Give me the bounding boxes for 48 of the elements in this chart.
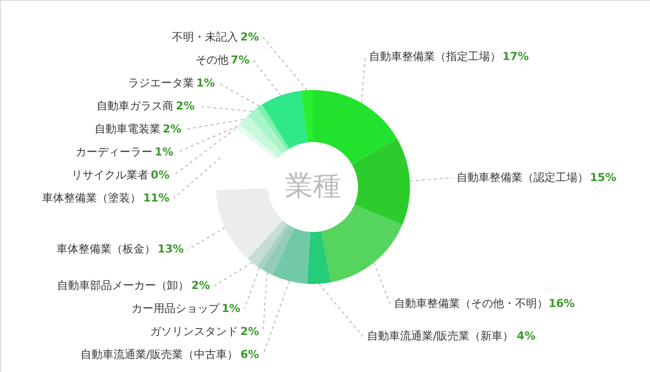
data-label: 2% <box>162 122 182 136</box>
slice-label: その他 <box>195 53 228 66</box>
data-label: 1% <box>222 302 240 315</box>
donut-slice <box>262 90 308 149</box>
category-label: リサイクル業者 <box>71 168 148 182</box>
slice-label: カーディーラー <box>75 145 152 158</box>
text: 業種 <box>285 169 341 202</box>
slice-label: 自動車流通業/販売業（中古車） <box>80 348 238 361</box>
data-label: 2% <box>240 325 259 338</box>
donut-slice <box>216 188 283 259</box>
donut-slice <box>321 204 402 282</box>
donut-slice <box>236 124 279 160</box>
donut-slice <box>262 225 294 276</box>
slice-label: ガソリンスタンド <box>150 325 238 338</box>
donut-slice <box>307 231 331 284</box>
slice-label: 不明・未記入 <box>172 30 238 44</box>
slice-label: 自動車ガラス商 <box>96 99 174 112</box>
donut-slice <box>272 228 310 284</box>
data-label: 2% <box>176 99 195 112</box>
donut-slice <box>248 108 287 154</box>
data-label: 2% <box>191 279 210 292</box>
slice-label: 自動車部品メーカー（卸） <box>57 279 190 292</box>
donut-slice <box>248 220 287 266</box>
slice-label: 自動車整備業（その他・不明） <box>394 296 548 310</box>
data-label: 13% <box>157 242 184 256</box>
data-label: 1% <box>154 145 174 158</box>
data-label: 1% <box>196 76 215 90</box>
data-label: 11% <box>143 191 170 204</box>
slice-label: 自動車流通業/販売業（新車） <box>367 330 514 343</box>
data-label: 15% <box>590 170 616 184</box>
text: 0% <box>150 168 170 182</box>
donut-slice <box>239 115 283 158</box>
slice-label: 自動車整備業（認定工場） <box>456 170 589 184</box>
data-label: 2% <box>240 30 259 44</box>
donut-slice <box>256 104 290 150</box>
data-label: 16% <box>548 296 575 310</box>
slice-label: 車体整備業（板金） <box>56 242 156 256</box>
slice-label: 車体整備業（塗装） <box>42 191 141 204</box>
slice-label: 自動車整備業（指定工場） <box>369 50 502 64</box>
slice-label: カー用品ショップ <box>131 302 220 315</box>
slice-label: ラジエータ業 <box>128 76 194 90</box>
data-label: 7% <box>230 53 250 66</box>
donut-slice <box>352 138 410 225</box>
data-label: 6% <box>240 348 259 361</box>
data-label: 4% <box>516 330 536 343</box>
donut-slice <box>256 224 290 270</box>
slice-label: 自動車電装業 <box>94 122 160 136</box>
data-label: 17% <box>502 50 529 64</box>
